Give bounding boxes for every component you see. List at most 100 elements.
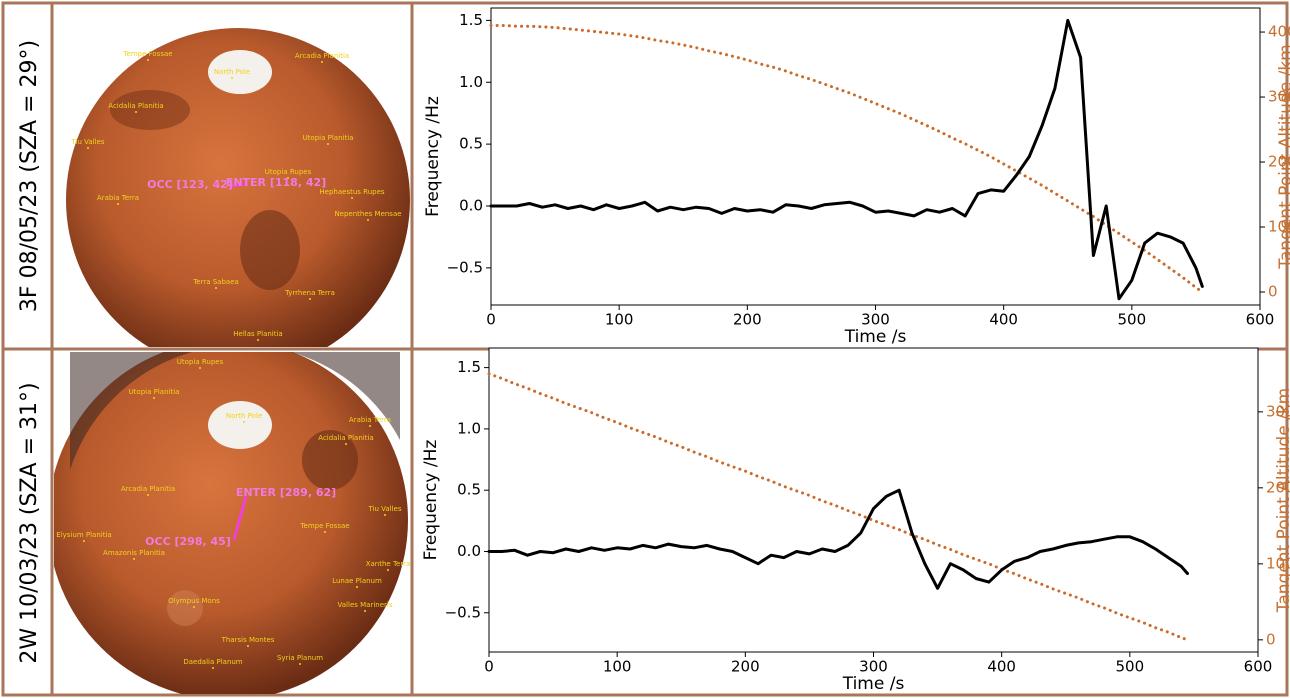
feature-label: Daedalia Planum xyxy=(183,658,242,666)
y2-axis-label: Tangent Point Altitude /km xyxy=(1274,388,1290,613)
altitude-line xyxy=(487,372,1189,642)
feature-dot xyxy=(327,143,329,145)
feature-label: Tiu Valles xyxy=(70,138,104,146)
feature-label: Tharsis Montes xyxy=(221,636,275,644)
x-tick-label: 100 xyxy=(603,658,632,676)
x-axis-label: Time /s xyxy=(844,327,907,347)
feature-dot xyxy=(133,558,135,560)
feature-dot xyxy=(299,663,301,665)
feature-dot xyxy=(247,645,249,647)
feature-dot xyxy=(364,610,366,612)
x-tick-label: 200 xyxy=(733,311,762,329)
feature-label: Arabia Terra xyxy=(349,416,391,424)
y-tick-label: 1.5 xyxy=(459,11,483,29)
feature-label: Xanthe Terra xyxy=(366,560,411,568)
x-axis-label: Time /s xyxy=(842,674,905,694)
occ-label: OCC [123, 42] xyxy=(147,178,233,191)
y-tick-label: 1.0 xyxy=(459,73,483,91)
feature-label: Tiu Valles xyxy=(367,505,401,513)
y2-tick-label: 100 xyxy=(1266,554,1290,572)
feature-dot xyxy=(345,443,347,445)
feature-dot xyxy=(212,667,214,669)
x-tick-label: 300 xyxy=(859,658,888,676)
feature-dot xyxy=(387,569,389,571)
x-tick-label: 400 xyxy=(987,658,1016,676)
x-tick-label: 500 xyxy=(1118,311,1147,329)
frequency-line xyxy=(489,18,1204,301)
enter-label: ENTER [118, 42] xyxy=(226,176,326,189)
feature-label: Utopia Rupes xyxy=(177,358,224,366)
feature-dot xyxy=(117,203,119,205)
feature-label: Tyrrhena Terra xyxy=(284,289,335,297)
feature-label: Utopia Planitia xyxy=(303,134,354,142)
feature-dot xyxy=(83,540,85,542)
x-tick-label: 200 xyxy=(731,658,760,676)
y2-tick-label: 200 xyxy=(1268,153,1290,171)
feature-label: Utopia Rupes xyxy=(265,168,312,176)
row-label: 2W 10/03/23 (SZA = 31°) xyxy=(17,382,42,663)
y-axis-label: Frequency /Hz xyxy=(423,96,443,217)
enter-label: ENTER [289, 62] xyxy=(236,486,336,499)
y-tick-label: 1.5 xyxy=(457,358,481,376)
plot-area xyxy=(490,7,1261,306)
feature-dot xyxy=(199,367,201,369)
feature-label: Acidalia Planitia xyxy=(318,434,373,442)
feature-label: Valles Marineris xyxy=(338,601,393,609)
y-tick-label: −0.5 xyxy=(445,603,481,621)
feature-label: Amazonis Planitia xyxy=(103,549,165,557)
feature-dot xyxy=(87,147,89,149)
occultation-track xyxy=(232,495,248,541)
feature-label: Nepenthes Mensae xyxy=(334,210,401,218)
feature-label: Lunae Planum xyxy=(332,577,382,585)
occultation-track xyxy=(229,182,247,188)
y-axis-label: Frequency /Hz xyxy=(421,440,441,561)
feature-dot xyxy=(309,298,311,300)
feature-label: Elysium Planitia xyxy=(56,531,111,539)
x-tick-label: 100 xyxy=(605,311,634,329)
feature-label: Tempe Fossae xyxy=(299,522,349,530)
y-tick-label: 0.0 xyxy=(459,197,483,215)
feature-dot xyxy=(135,111,137,113)
x-tick-label: 600 xyxy=(1244,658,1273,676)
feature-label: Utopia Planitia xyxy=(129,388,180,396)
x-tick-label: 0 xyxy=(484,658,494,676)
feature-label: Hellas Planitia xyxy=(233,330,282,338)
feature-dot xyxy=(384,514,386,516)
feature-dot xyxy=(351,197,353,199)
feature-dot xyxy=(147,494,149,496)
feature-dot xyxy=(231,77,233,79)
feature-label: Acidalia Planitia xyxy=(108,102,163,110)
x-tick-label: 600 xyxy=(1246,311,1275,329)
feature-dot xyxy=(321,61,323,63)
feature-dot xyxy=(153,397,155,399)
feature-dot xyxy=(243,421,245,423)
feature-dot xyxy=(257,339,259,341)
plot-area xyxy=(488,347,1259,653)
feature-label: Tempe Fossae xyxy=(122,50,172,58)
feature-label: Hephaestus Rupes xyxy=(319,188,384,196)
y2-tick-label: 300 xyxy=(1266,402,1290,420)
row-label: 3F 08/05/23 (SZA = 29°) xyxy=(17,40,42,312)
feature-dot xyxy=(369,425,371,427)
y-tick-label: 0.0 xyxy=(457,542,481,560)
altitude-line xyxy=(489,24,1204,294)
frequency-line xyxy=(487,488,1189,590)
y2-tick-label: 0 xyxy=(1268,283,1278,301)
y2-tick-label: 0 xyxy=(1266,630,1276,648)
feature-dot xyxy=(147,59,149,61)
feature-label: Arcadia Planitia xyxy=(121,485,175,493)
feature-dot xyxy=(356,586,358,588)
feature-dot xyxy=(324,531,326,533)
y2-tick-label: 200 xyxy=(1266,478,1290,496)
occ-label: OCC [298, 45] xyxy=(145,535,231,548)
globe xyxy=(66,28,410,347)
y2-tick-label: 400 xyxy=(1268,23,1290,41)
feature-label: Arcadia Planitia xyxy=(295,52,349,60)
x-tick-label: 400 xyxy=(989,311,1018,329)
y-tick-label: 1.0 xyxy=(457,419,481,437)
y2-axis-label: Tangent Point Altitude /km xyxy=(1276,44,1290,269)
y-tick-label: 0.5 xyxy=(459,135,483,153)
x-tick-label: 300 xyxy=(861,311,890,329)
globe xyxy=(54,352,408,694)
